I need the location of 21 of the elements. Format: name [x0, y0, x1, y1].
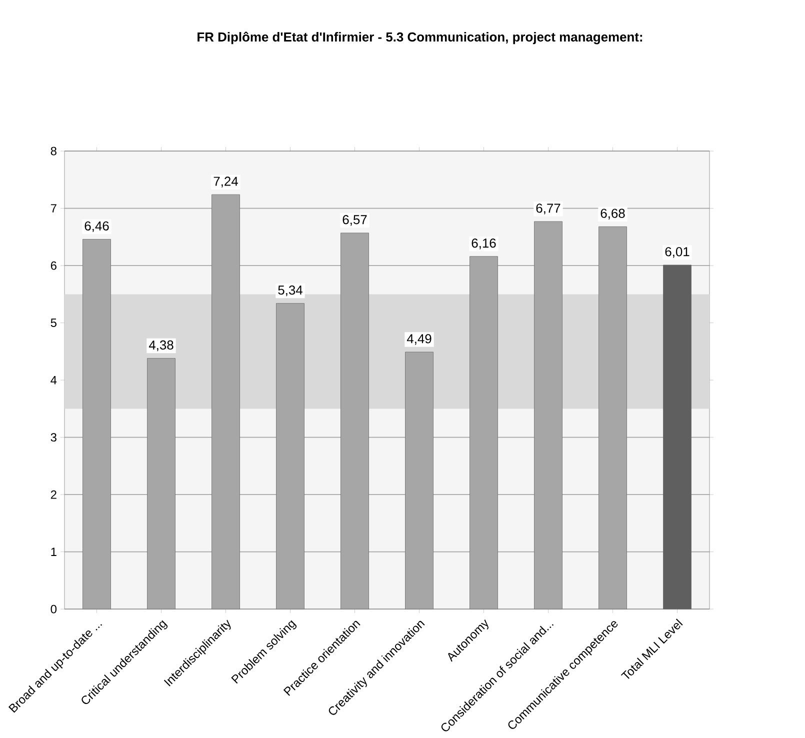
y-tick-label: 2: [50, 490, 56, 499]
chart-title: FR Diplôme d'Etat d'Infirmier - 5.3 Communication, project management:: [198, 32, 642, 44]
data-label: 4,49: [406, 334, 432, 345]
y-tick-label: 8: [50, 146, 56, 156]
y-tick-label: 3: [50, 433, 56, 442]
y-tick-label: 5: [50, 318, 56, 327]
y-tick-label: 7: [50, 204, 56, 212]
data-label: 4,38: [148, 340, 174, 352]
data-label: 6,68: [600, 208, 625, 220]
bar: [663, 264, 692, 610]
data-label: 6,01: [665, 247, 690, 258]
data-label: 5,34: [278, 285, 302, 296]
y-tick-label: 6: [50, 261, 56, 270]
y-tick-label: 4: [50, 376, 57, 384]
data-label: 6,46: [84, 221, 109, 232]
data-label: 6,16: [472, 238, 496, 250]
y-tick-label: 0: [50, 604, 57, 614]
y-tick-label: 1: [51, 548, 56, 556]
data-label: 7,24: [214, 176, 238, 188]
data-label: 6,77: [536, 204, 560, 214]
data-label: 6,57: [342, 215, 367, 226]
